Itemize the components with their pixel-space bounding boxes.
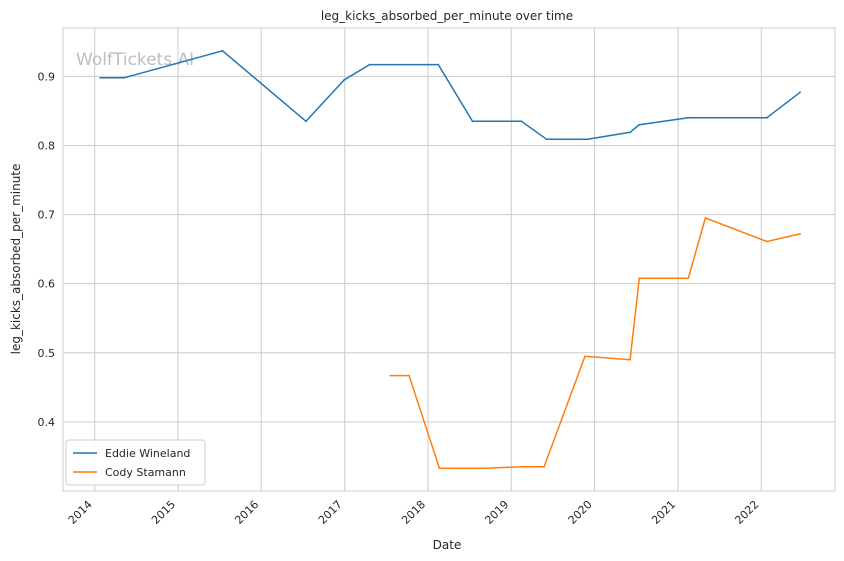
x-tick-label: 2016: [232, 498, 261, 527]
data-point-cody-stamann: [687, 277, 690, 280]
y-tick-label: 0.4: [38, 416, 56, 429]
legend-label-eddie-wineland: Eddie Wineland: [105, 447, 190, 460]
x-tick-label: 2017: [316, 498, 345, 527]
y-tick-label: 0.5: [38, 347, 56, 360]
data-point-cody-stamann: [520, 465, 523, 468]
y-tick-label: 0.8: [38, 139, 56, 152]
y-tick-label: 0.7: [38, 209, 56, 222]
x-tick-label: 2021: [649, 498, 678, 527]
data-point-cody-stamann: [408, 374, 410, 377]
x-tick-label: 2020: [566, 498, 595, 527]
x-tick-label: 2015: [149, 498, 178, 527]
x-axis-title: Date: [433, 538, 462, 552]
x-tick-label: 2019: [482, 498, 511, 527]
plot-area: [62, 27, 836, 492]
data-point-eddie-wineland: [343, 78, 346, 81]
data-point-cody-stamann: [799, 233, 801, 235]
data-point-cody-stamann: [629, 358, 632, 361]
data-point-cody-stamann: [543, 465, 546, 468]
data-point-cody-stamann: [484, 467, 487, 470]
series-line-eddie-wineland: [100, 50, 801, 141]
x-tick-label: 2014: [66, 498, 95, 527]
data-point-cody-stamann: [704, 217, 707, 219]
data-point-eddie-wineland: [99, 76, 102, 79]
data-point-eddie-wineland: [123, 76, 126, 79]
x-tick-label: 2022: [732, 498, 761, 527]
data-point-eddie-wineland: [545, 138, 548, 141]
y-tick-label: 0.6: [38, 278, 56, 291]
legend-box: [65, 439, 206, 486]
y-axis-title: leg_kicks_absorbed_per_minute: [9, 164, 23, 355]
data-point-eddie-wineland: [586, 138, 589, 141]
data-point-cody-stamann: [584, 355, 586, 358]
data-point-cody-stamann: [438, 467, 441, 470]
data-point-eddie-wineland: [437, 63, 440, 66]
data-point-eddie-wineland: [520, 120, 523, 123]
data-point-eddie-wineland: [471, 120, 474, 123]
legend-label-cody-stamann: Cody Stamann: [105, 466, 186, 479]
data-point-cody-stamann: [638, 277, 641, 280]
x-tick-label: 2018: [399, 498, 428, 527]
data-point-cody-stamann: [389, 374, 392, 377]
data-point-eddie-wineland: [305, 120, 307, 123]
data-point-eddie-wineland: [687, 116, 690, 119]
data-point-eddie-wineland: [368, 63, 371, 66]
grid: [63, 28, 835, 491]
data-point-eddie-wineland: [638, 123, 641, 126]
data-point-eddie-wineland: [629, 131, 632, 134]
legend: Eddie Wineland Cody Stamann: [65, 439, 206, 486]
series-group: [99, 49, 801, 470]
data-point-eddie-wineland: [221, 49, 224, 52]
y-tick-label: 0.9: [38, 70, 56, 83]
chart-title: leg_kicks_absorbed_per_minute over time: [321, 9, 573, 23]
data-point-eddie-wineland: [765, 116, 768, 119]
data-point-eddie-wineland: [799, 91, 801, 94]
data-point-cody-stamann: [765, 240, 768, 243]
watermark-text: WolfTickets.AI: [76, 50, 194, 70]
